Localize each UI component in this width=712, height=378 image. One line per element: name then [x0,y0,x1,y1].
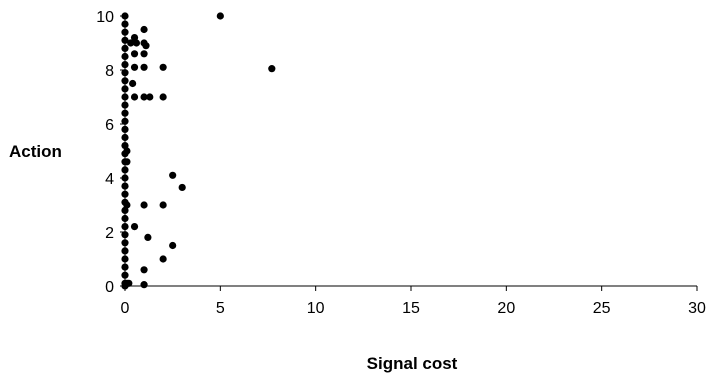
data-point [121,36,129,44]
data-point [268,65,276,73]
y-ticks: 0 2 4 6 8 10 [96,9,125,296]
data-point [132,39,141,47]
data-point [121,125,129,133]
data-point [159,201,167,209]
data-point [121,20,129,28]
y-tick-label: 0 [105,279,114,296]
data-point [130,223,139,231]
data-point [140,201,148,209]
data-point [121,109,129,117]
data-point [123,147,131,155]
data-point [121,44,129,53]
data-point [121,93,129,101]
data-point [121,223,129,231]
x-tick-label: 15 [402,300,420,317]
data-point [121,271,129,279]
y-tick-label: 10 [96,9,114,26]
data-point [121,52,129,61]
x-ticks: 0 5 10 15 20 25 30 [121,286,706,317]
y-tick-label: 8 [105,63,114,80]
data-point [121,142,129,150]
data-point [121,231,129,239]
data-point [169,241,177,250]
data-point [140,63,148,71]
data-point [140,50,148,58]
data-point [216,12,224,20]
data-point [169,171,177,179]
data-point [159,255,167,263]
data-point [121,69,129,77]
data-point [121,239,129,247]
data-point [121,77,129,85]
data-point [142,42,150,50]
x-tick-label: 30 [688,300,706,317]
data-point [121,190,129,198]
data-point [178,183,186,192]
data-point [146,93,154,101]
data-point [140,281,148,289]
data-point [140,266,148,274]
data-point [121,12,129,20]
data-point [130,50,139,58]
y-tick-label: 4 [105,171,114,188]
y-tick-label: 6 [105,117,114,134]
data-point [159,93,167,101]
y-tick-label: 2 [105,225,114,242]
data-point [127,39,135,47]
x-tick-label: 20 [497,300,515,317]
data-point [144,233,152,241]
data-point [140,93,148,101]
data-point [121,182,129,190]
data-point [125,279,133,287]
data-point [121,133,129,142]
data-point [121,255,129,263]
data-point [121,174,129,182]
data-point [121,263,129,271]
data-point [121,61,129,69]
data-point [121,85,129,93]
data-point [121,247,129,255]
data-point [159,63,167,71]
data-points [121,12,276,290]
data-point [121,214,129,223]
data-point [130,93,139,101]
x-tick-label: 0 [121,300,130,317]
plot-area: 0 5 10 15 20 25 30 0 2 4 6 8 10 [96,9,706,317]
x-tick-label: 10 [307,300,325,317]
data-point [121,117,129,125]
data-point [121,28,129,36]
x-tick-label: 25 [593,300,611,317]
data-point [121,206,129,214]
data-point [121,166,129,174]
x-tick-label: 5 [216,300,225,317]
data-point [123,158,131,166]
data-point [123,201,131,209]
data-point [130,63,139,71]
data-point [129,79,137,88]
data-point [121,101,129,109]
x-axis-title: Signal cost [367,354,458,373]
data-point [140,25,148,34]
y-axis-title: Action [9,142,62,161]
data-point [130,34,139,42]
